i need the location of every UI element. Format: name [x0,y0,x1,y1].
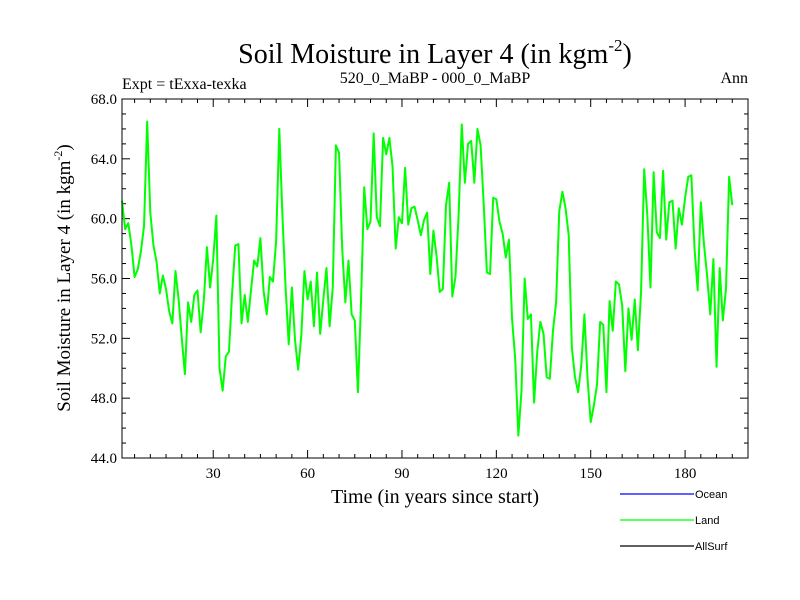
legend-label-allsurf: AllSurf [695,541,728,553]
axis-tick-labels: 30 60 90 120 150 180 44.0 48.0 52.0 56.0 60.0 64.0 6… [91,92,697,482]
x-axis-label: Time (in years since start) [331,486,539,508]
y-tick-label: 52.0 [91,331,117,347]
x-tick-label: 120 [485,466,508,482]
season-label: Ann [720,70,748,87]
y-tick-label: 68.0 [91,92,117,108]
legend-label-ocean: Ocean [695,489,727,501]
chart-title: Soil Moisture in Layer 4 (in kgm-2) [238,36,632,70]
data-series [121,120,734,437]
plot-frame [121,98,749,459]
x-tick-label: 90 [394,466,409,482]
legend-label-land: Land [695,515,719,527]
y-tick-label: 64.0 [91,152,117,168]
series-line-land [121,120,734,437]
legend: Ocean Land AllSurf [620,489,728,553]
axis-ticks [122,99,748,458]
y-tick-label: 60.0 [91,212,117,228]
experiment-label: Expt = tExxa-texka [122,76,247,93]
x-tick-label: 180 [674,466,697,482]
y-axis-label: Soil Moisture in Layer 4 (in kgm-2) [51,144,75,412]
x-tick-label: 150 [579,466,602,482]
y-tick-label: 56.0 [91,272,117,288]
period-label: 520_0_MaBP - 000_0_MaBP [340,70,531,87]
x-tick-label: 30 [206,466,221,482]
y-tick-label: 44.0 [91,451,117,467]
x-tick-label: 60 [300,466,315,482]
y-tick-label: 48.0 [91,391,117,407]
